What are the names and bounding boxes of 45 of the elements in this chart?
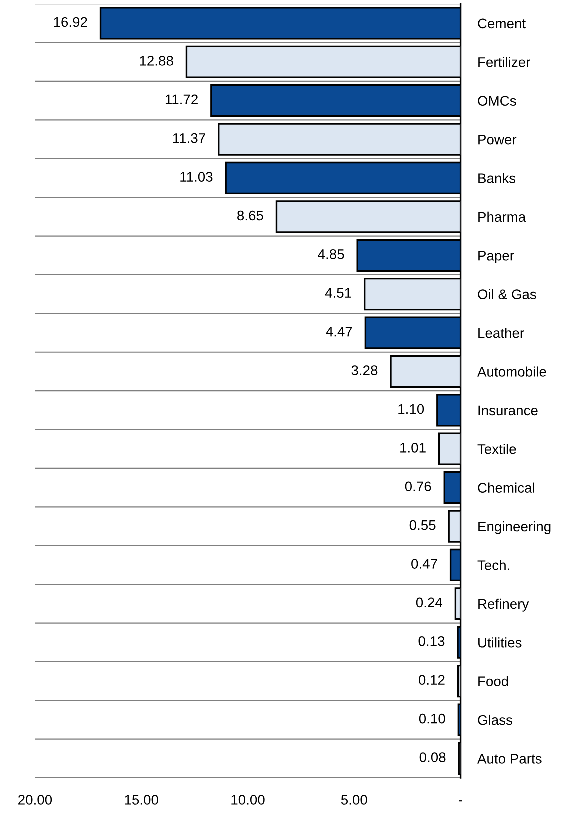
data-label: 4.47 <box>326 327 352 337</box>
data-label: 0.10 <box>419 714 446 724</box>
y-tick-label: Insurance <box>478 406 538 416</box>
data-label: 16.92 <box>54 17 88 28</box>
data-label: 0.08 <box>420 752 446 762</box>
y-tick-label: Automobile <box>477 366 546 377</box>
data-label: 0.76 <box>405 482 432 492</box>
data-label: 0.24 <box>416 598 443 608</box>
y-tick-label: Cement <box>478 18 526 29</box>
data-label: 0.55 <box>410 520 436 530</box>
y-tick-label: Pharma <box>478 212 526 222</box>
x-tick-label: - <box>459 800 462 802</box>
y-tick-label: Food <box>478 676 508 686</box>
x-tick-label: 15.00 <box>125 795 158 805</box>
data-label: 12.88 <box>140 56 174 66</box>
y-tick-label: Fertilizer <box>478 57 530 68</box>
y-tick-label: Paper <box>478 251 514 264</box>
data-label: 8.65 <box>238 210 264 221</box>
data-label: 3.28 <box>352 366 378 376</box>
y-tick-label: Glass <box>478 714 512 726</box>
y-tick-label: Auto Parts <box>477 754 542 764</box>
x-tick-label: 10.00 <box>232 795 265 805</box>
data-label: 1.01 <box>400 443 426 453</box>
y-tick-label: Tech. <box>478 560 510 570</box>
y-tick-label: Utilities <box>478 638 522 648</box>
y-tick-label: Banks <box>478 173 516 184</box>
data-label: 1.10 <box>398 404 424 414</box>
data-label: 0.13 <box>418 636 445 646</box>
y-tick-label: Engineering <box>478 521 551 534</box>
y-tick-label: Oil & Gas <box>478 289 536 300</box>
data-label: 4.85 <box>318 250 344 260</box>
y-tick-label: Leather <box>478 328 524 338</box>
data-label: 11.03 <box>180 172 213 182</box>
y-tick-label: Chemical <box>478 482 534 493</box>
y-tick-label: Refinery <box>478 598 530 612</box>
y-tick-label: Textile <box>478 444 516 454</box>
data-label: 11.37 <box>173 133 206 144</box>
x-tick-label: 5.00 <box>341 795 368 805</box>
x-tick-label: 20.00 <box>18 795 52 805</box>
data-label: 4.51 <box>325 288 352 298</box>
y-tick-label: OMCs <box>478 96 516 106</box>
data-label: 11.72 <box>166 94 198 104</box>
data-label: 0.47 <box>412 559 438 569</box>
data-label: 0.12 <box>418 675 445 686</box>
y-tick-label: Power <box>478 135 517 145</box>
